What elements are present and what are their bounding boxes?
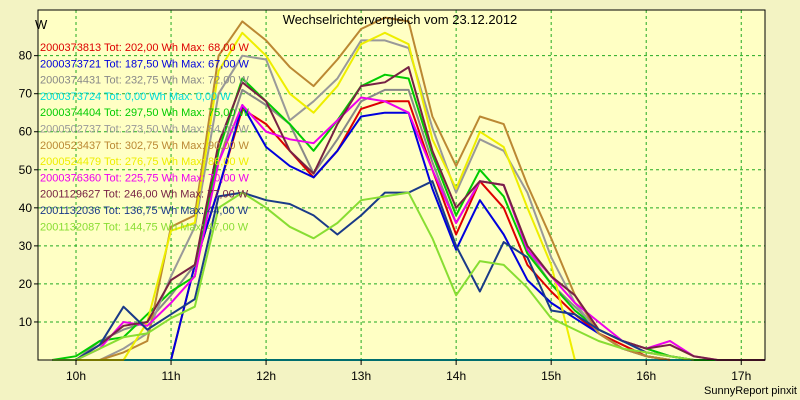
series-9 [52,66,765,361]
series-layer [52,16,765,361]
legend-entry: 2000373724 Tot: 0,00 Wh Max: 0,00 W [40,91,231,103]
y-tick-label: 40 [19,201,33,215]
legend-entry: 2000374404 Tot: 297,50 Wh Max: 75,00 W [40,107,250,119]
footer-credit: SunnyReport pinxit [704,385,797,397]
legend-entry: 2000376360 Tot: 225,75 Wh Max: 70,00 W [40,172,250,184]
y-tick-label: 20 [19,277,33,291]
plot-frame [37,9,766,361]
series-line [76,39,671,361]
legend-entry: 2000373813 Tot: 202,00 Wh Max: 68,00 W [40,42,250,54]
series-6 [76,16,671,361]
y-tick-label: 30 [19,239,33,253]
legend-entry: 2000373721 Tot: 187,50 Wh Max: 67,00 W [40,58,250,70]
legend-entry: 2000523437 Tot: 302,75 Wh Max: 90,00 W [40,140,250,152]
series-5 [76,39,671,361]
y-tick-label: 10 [19,315,33,329]
series-7 [76,31,576,361]
legend-entry: 2001132036 Tot: 136,75 Wh Max: 44,00 W [40,205,249,217]
series-line [52,191,694,361]
series-0 [170,100,671,361]
y-axis-unit: W [35,17,48,32]
series-line [76,31,576,361]
y-tick-label: 60 [19,125,33,139]
chart-title: Wechselrichtervergleich vom 23.12.2012 [283,12,518,27]
y-tick-label: 70 [19,87,33,101]
x-tick-label: 10h [66,369,86,383]
x-tick-label: 11h [161,369,180,383]
y-tick-label: 50 [19,163,33,177]
axis-ticks: 10h 11h 12h 13h 14h 15h 16h 17h 10 20 30 40 50 60 70 80 [19,49,752,383]
legend-entry: 2000524479 Tot: 276,75 Wh Max: 86,00 W [40,156,250,168]
series-1 [170,104,671,361]
x-tick-label: 12h [256,369,276,383]
x-tick-label: 15h [541,369,561,383]
series-line [52,66,765,361]
series-line [52,180,694,361]
legend-entry: 2001132087 Tot: 144,75 Wh Max: 47,00 W [40,221,249,233]
x-tick-label: 13h [351,369,371,383]
x-tick-label: 17h [731,369,751,383]
legend: 2000373813 Tot: 202,00 Wh Max: 68,00 W 20… [40,42,250,233]
legend-entry: 2000374431 Tot: 232,75 Wh Max: 72,00 W [40,75,250,87]
x-tick-label: 16h [636,369,656,383]
series-line [76,16,671,361]
y-tick-label: 80 [19,49,33,63]
legend-entry: 2000502737 Tot: 273,50 Wh Max: 84,00 W [40,124,250,136]
series-line [170,100,671,361]
series-10 [52,180,694,361]
x-tick-label: 14h [446,369,466,383]
legend-entry: 2001129627 Tot: 246,00 Wh Max: 77,00 W [40,189,249,201]
series-line [170,104,671,361]
series-11 [52,191,694,361]
